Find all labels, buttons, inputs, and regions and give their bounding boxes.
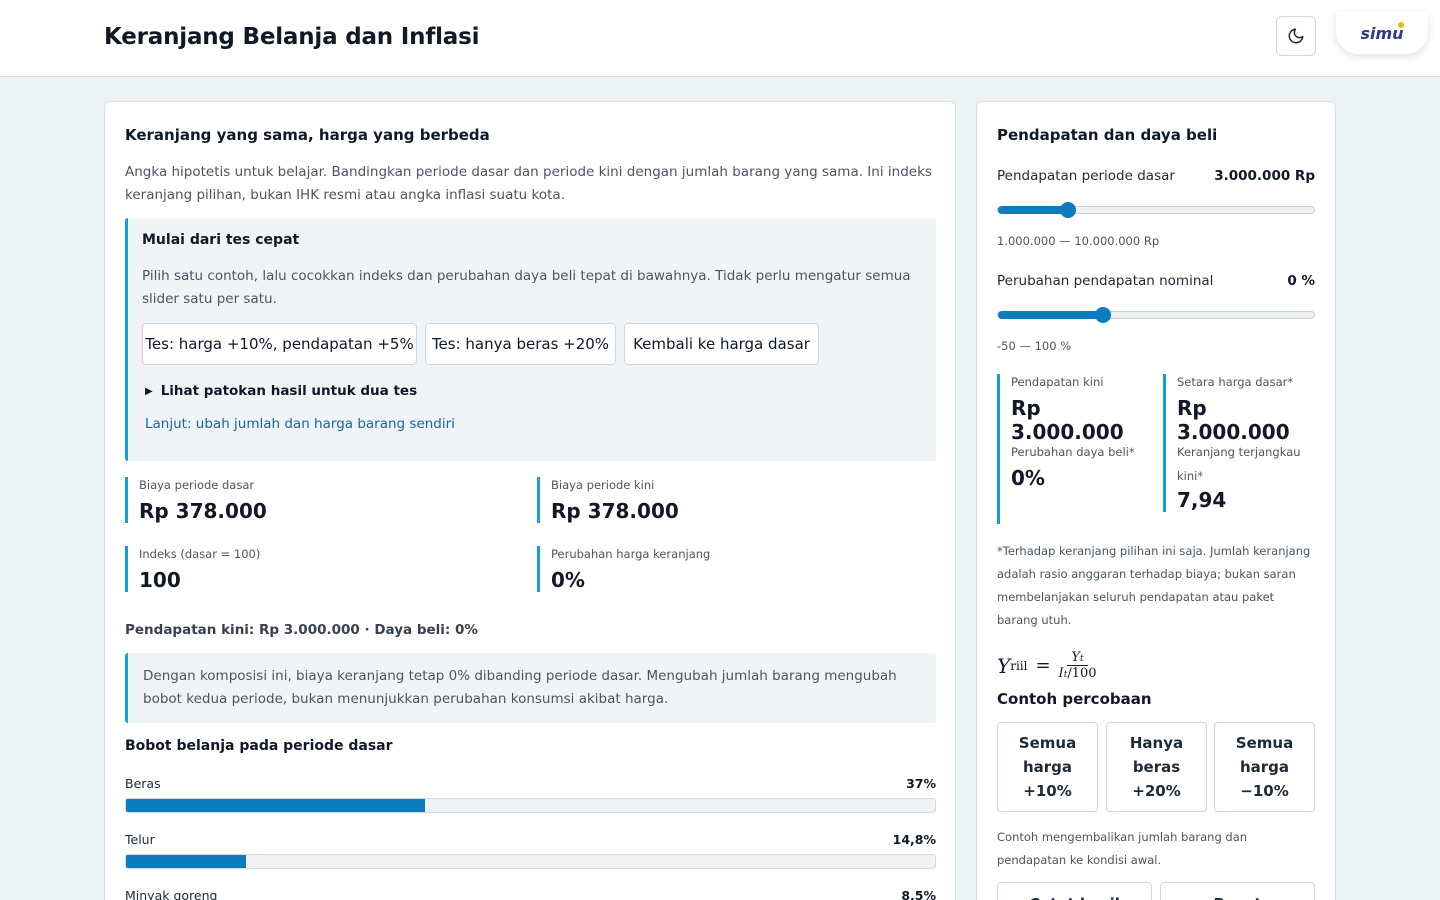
weight-bar-row: Telur 14,8% (125, 832, 936, 869)
quick-test-desc: Pilih satu contoh, lalu cocokkan indeks … (142, 268, 911, 307)
test-price-income-button[interactable]: Tes: harga +10%, pendapatan +5% (142, 323, 417, 365)
caret-right-icon: ▶ (145, 385, 153, 397)
income-card-title: Pendapatan dan daya beli (997, 126, 1218, 144)
reset-button[interactable]: Reset (1160, 882, 1315, 900)
slider-value: 3.000.000 Rp (1214, 168, 1315, 184)
stat-label: Perubahan harga keranjang (551, 547, 711, 561)
stat-current-cost: Biaya periode kini Rp 378.000 (537, 477, 927, 523)
stat-base-equivalent: Setara harga dasar* Rp 3.000.000 (1163, 374, 1313, 444)
app-header: Keranjang Belanja dan Inflasi simu (0, 0, 1440, 77)
weight-percent: 14,8% (892, 832, 936, 847)
slider-range: 1.000.000 — 10.000.000 Rp (997, 234, 1160, 248)
theme-toggle-button[interactable] (1276, 16, 1316, 56)
stat-label: Perubahan daya beli* (1011, 445, 1135, 459)
stat-value: Rp 378.000 (551, 499, 679, 523)
weight-label: Minyak goreng (125, 888, 218, 900)
record-result-button[interactable]: Catat hasil (997, 882, 1152, 900)
slider-label: Perubahan pendapatan nominal (997, 273, 1214, 289)
try-all-prices-down-button[interactable]: Semua harga −10% (1214, 722, 1315, 812)
stat-label: Setara harga dasar* (1177, 375, 1294, 389)
slider-range: -50 — 100 % (997, 339, 1072, 353)
custom-basket-link[interactable]: Lanjut: ubah jumlah dan harga barang sen… (145, 416, 455, 432)
composition-note: Dengan komposisi ini, biaya keranjang te… (125, 653, 936, 723)
formula-den-sub: t (1063, 670, 1068, 680)
footnote: *Terhadap keranjang pilihan ini saja. Ju… (997, 544, 1311, 627)
stat-label: Biaya periode dasar (139, 478, 255, 492)
try-examples-title: Contoh percobaan (997, 690, 1152, 708)
try-rice-only-button[interactable]: Hanya beras +20% (1106, 722, 1207, 812)
moon-icon (1288, 28, 1304, 44)
nominal-change-slider[interactable] (997, 307, 1315, 323)
stat-value: Rp 3.000.000 (1011, 396, 1124, 444)
stat-value: Rp 3.000.000 (1177, 396, 1290, 444)
stat-current-income: Pendapatan kini Rp 3.000.000 (997, 374, 1147, 444)
stat-basket-price-change: Perubahan harga keranjang 0% (537, 546, 927, 592)
stat-purchasing-power-change: Perubahan daya beli* 0% (997, 444, 1147, 524)
try-all-prices-up-button[interactable]: Semua harga +10% (997, 722, 1098, 812)
income-card: Pendapatan dan daya beli Pendapatan peri… (976, 101, 1336, 900)
slider-value: 0 % (1287, 273, 1315, 289)
stat-value: 7,94 (1177, 488, 1227, 512)
reset-base-price-button[interactable]: Kembali ke harga dasar (624, 323, 819, 365)
formula-lhs-sub: riil (1010, 658, 1028, 673)
slider-thumb[interactable] (1060, 202, 1077, 218)
stat-label: Keranjang terjangkau kini* (1177, 445, 1301, 483)
base-income-slider[interactable] (997, 202, 1315, 218)
weight-bar-fill (126, 855, 246, 868)
try-note: Contoh mengembalikan jumlah barang dan p… (997, 830, 1248, 867)
slider-thumb[interactable] (1095, 307, 1112, 323)
formula-fraction: Yt It/100 (1059, 650, 1097, 681)
slider-fill (998, 311, 1104, 319)
slider-fill (998, 206, 1069, 214)
weight-percent: 8,5% (901, 888, 936, 900)
nominal-change-slider-row: Perubahan pendapatan nominal 0 % -50 — 1… (997, 273, 1315, 353)
formula-den: I (1058, 666, 1064, 681)
slider-label: Pendapatan periode dasar (997, 168, 1175, 184)
weight-bar-track (125, 854, 936, 869)
stat-index: Indeks (dasar = 100) 100 (125, 546, 515, 592)
stat-affordable-baskets: Keranjang terjangkau kini* 7,94 (1163, 444, 1313, 512)
basket-card-title: Keranjang yang sama, harga yang berbeda (125, 126, 490, 144)
logo-text: simu (1360, 23, 1404, 43)
stat-base-cost: Biaya periode dasar Rp 378.000 (125, 477, 515, 523)
formula-lhs: Y (997, 653, 1011, 678)
stat-value: 0% (551, 568, 585, 592)
formula-num: Y (1071, 650, 1081, 665)
basket-card: Keranjang yang sama, harga yang berbeda … (104, 101, 956, 900)
stat-value: 0% (1011, 466, 1045, 490)
formula-num-sub: t (1080, 654, 1084, 664)
page-title: Keranjang Belanja dan Inflasi (104, 24, 480, 50)
benchmark-details-label: Lihat patokan hasil untuk dua tes (160, 383, 418, 399)
base-income-slider-row: Pendapatan periode dasar 3.000.000 Rp 1.… (997, 168, 1315, 248)
stat-label: Biaya periode kini (551, 478, 655, 492)
formula-equals: = (1035, 655, 1051, 676)
stat-label: Indeks (dasar = 100) (139, 547, 261, 561)
weight-label: Beras (125, 776, 161, 791)
formula-den-tail: /100 (1067, 666, 1097, 681)
test-rice-only-button[interactable]: Tes: hanya beras +20% (425, 323, 616, 365)
logo-dot-icon (1398, 22, 1404, 28)
weights-title: Bobot belanja pada periode dasar (125, 738, 393, 754)
income-summary: Pendapatan kini: Rp 3.000.000 · Daya bel… (125, 622, 478, 638)
stat-label: Pendapatan kini (1011, 375, 1104, 389)
quick-test-panel: Mulai dari tes cepat Pilih satu contoh, … (125, 218, 936, 461)
brand-logo[interactable]: simu (1336, 12, 1428, 54)
weight-bar-row: Beras 37% (125, 776, 936, 813)
weight-label: Telur (125, 832, 155, 847)
weight-bar-track (125, 798, 936, 813)
weight-percent: 37% (906, 776, 936, 791)
basket-intro: Angka hipotetis untuk belajar. Bandingka… (125, 164, 932, 203)
benchmark-details-toggle[interactable]: ▶ Lihat patokan hasil untuk dua tes (145, 383, 417, 399)
weight-bar-fill (126, 799, 426, 812)
weight-bar-row: Minyak goreng 8,5% (125, 888, 936, 900)
stat-value: Rp 378.000 (139, 499, 267, 523)
stat-value: 100 (139, 568, 181, 592)
quick-test-title: Mulai dari tes cepat (142, 232, 300, 248)
